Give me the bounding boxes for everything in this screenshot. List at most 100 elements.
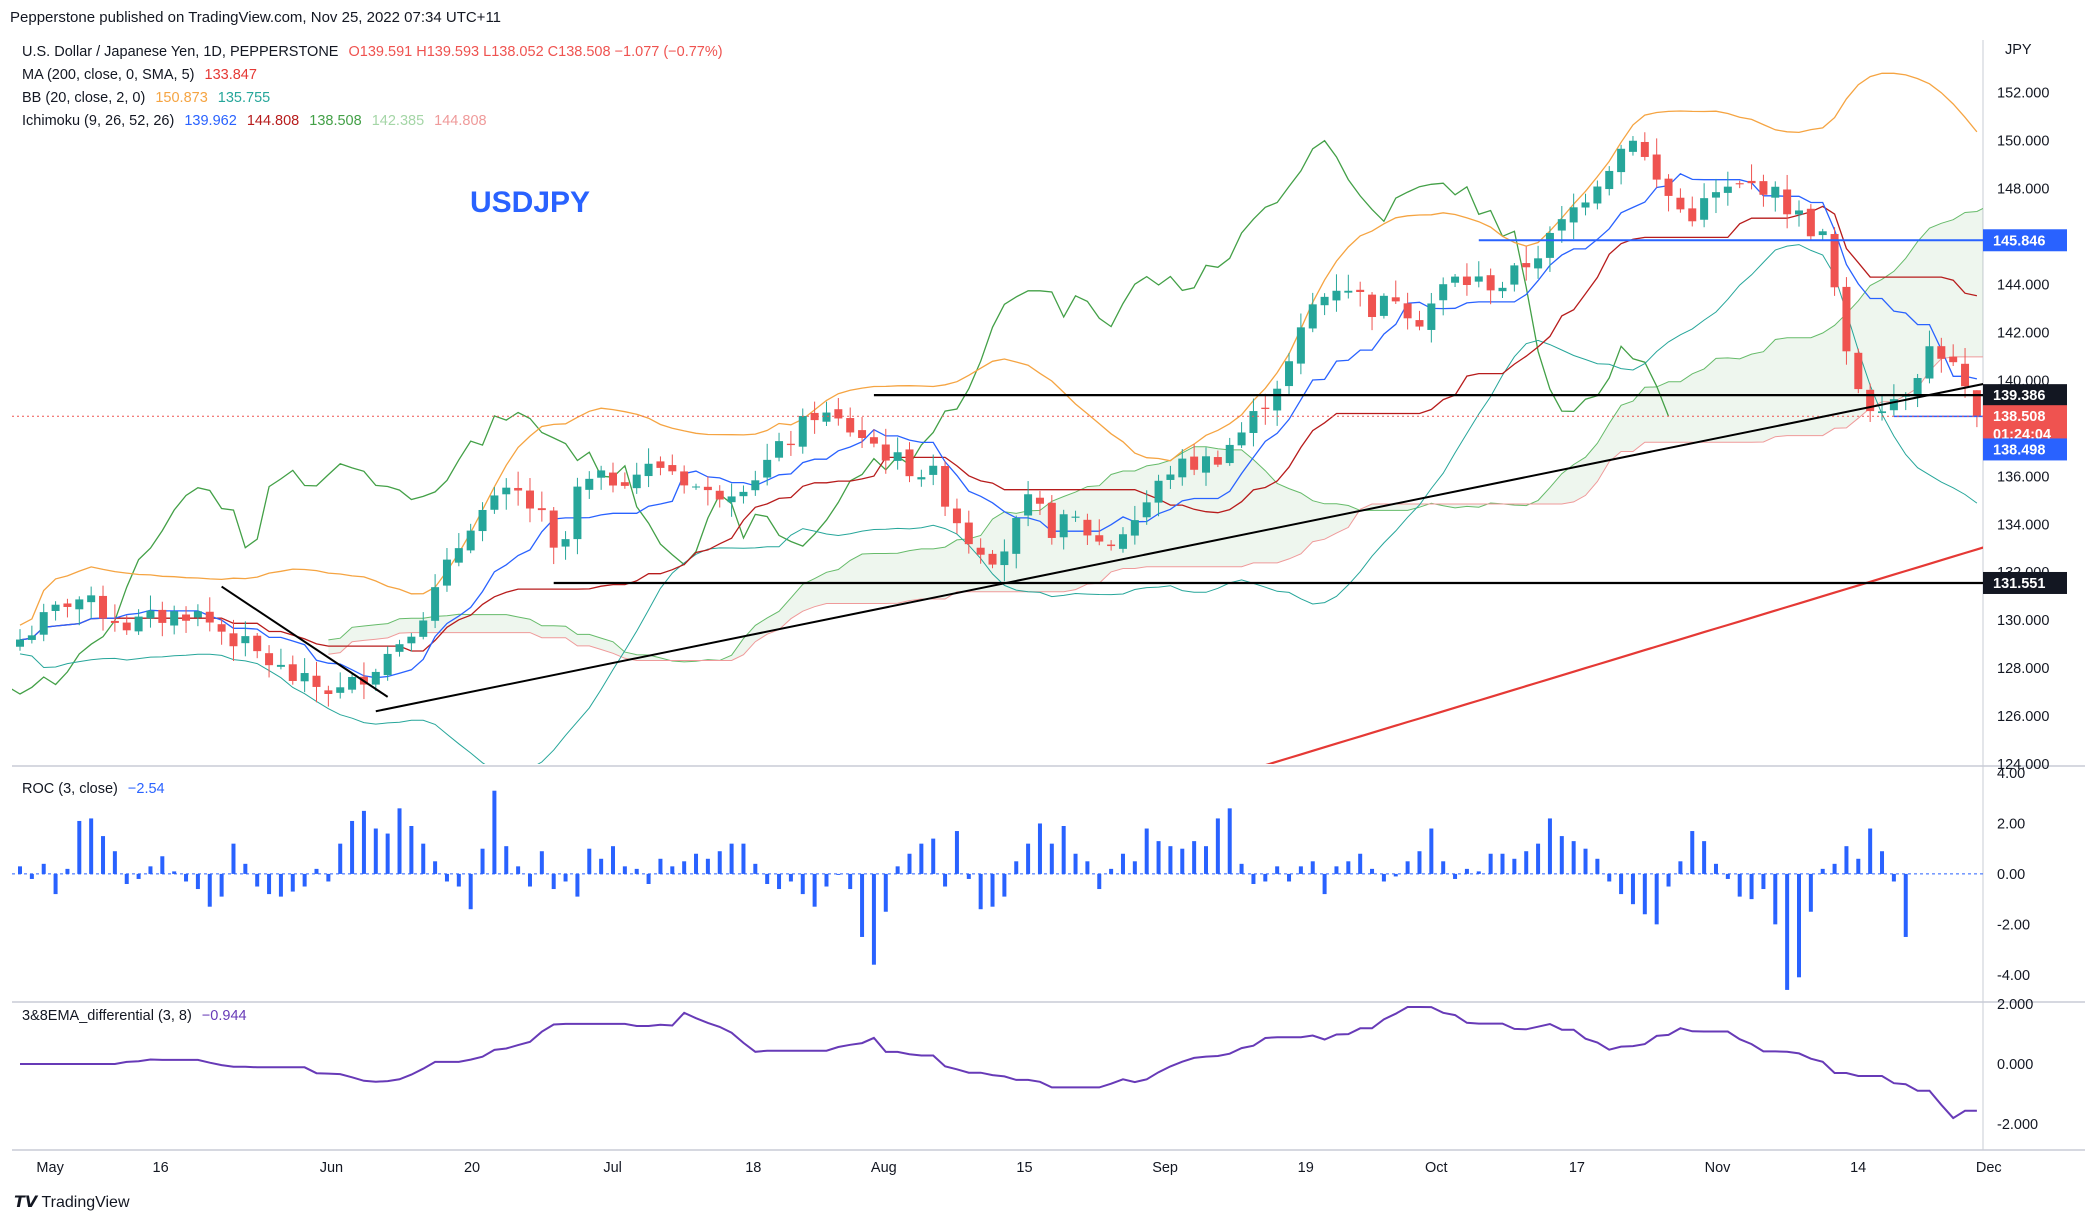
- roc-bar: [1571, 841, 1576, 874]
- roc-bar: [1393, 873, 1398, 877]
- candle-body: [1225, 444, 1234, 464]
- price-label-text: 138.498: [1993, 442, 2045, 458]
- candle-body: [1913, 378, 1922, 397]
- x-tick-label: Dec: [1976, 1160, 2002, 1176]
- roc-bar: [1346, 861, 1351, 874]
- roc-bar: [694, 853, 699, 874]
- roc-bar: [883, 873, 888, 912]
- candle-body: [798, 415, 807, 447]
- candle-body: [395, 644, 404, 652]
- roc-bar: [1180, 848, 1185, 874]
- candle-body: [371, 671, 380, 685]
- candle-body: [146, 610, 155, 619]
- candle-body: [573, 486, 582, 540]
- legend-roc[interactable]: ROC (3, close) −2.54: [22, 781, 171, 797]
- tradingview-logo[interactable]: 𝙏𝙑 TradingView: [14, 1192, 130, 1212]
- roc-bar: [302, 873, 307, 887]
- roc-bar: [1144, 828, 1149, 874]
- candle-body: [680, 471, 689, 486]
- candle-body: [1605, 170, 1614, 190]
- candle-body: [609, 472, 617, 486]
- ichimoku-tenkan: [19, 173, 1978, 679]
- roc-bar: [290, 873, 295, 892]
- candle-body: [466, 530, 475, 551]
- candle-body: [1806, 208, 1815, 237]
- roc-bar: [492, 790, 497, 874]
- roc-bar: [1026, 843, 1031, 874]
- roc-bar: [326, 873, 331, 882]
- candle-body: [1178, 458, 1187, 478]
- roc-bar: [1370, 868, 1375, 874]
- roc-tick-label: -2.00: [1997, 917, 2030, 933]
- roc-bar: [1251, 873, 1256, 884]
- candle-body: [1024, 494, 1033, 516]
- legend-roc-value: −2.54: [127, 781, 165, 797]
- roc-bar: [184, 873, 189, 882]
- roc-bar: [29, 873, 34, 879]
- roc-bar: [1215, 818, 1220, 874]
- roc-tick-label: 2.00: [1997, 816, 2025, 832]
- candle-body: [1047, 502, 1056, 538]
- roc-bar: [871, 873, 876, 965]
- candle-body: [656, 461, 665, 468]
- legend-ichi-v4: 142.385: [371, 113, 425, 129]
- candle-body: [727, 496, 736, 503]
- candle-body: [620, 482, 629, 486]
- candle-body: [1273, 388, 1282, 411]
- legend-ema[interactable]: 3&8EMA_differential (3, 8) −0.944: [22, 1008, 253, 1024]
- roc-bar: [1761, 873, 1766, 890]
- legend-ichimoku[interactable]: Ichimoku (9, 26, 52, 26) 139.962 144.808…: [22, 113, 493, 129]
- roc-bar: [1797, 873, 1801, 978]
- legend-symbol[interactable]: U.S. Dollar / Japanese Yen, 1D, PEPPERST…: [22, 44, 729, 60]
- candle-body: [1557, 219, 1566, 231]
- candle-body: [75, 599, 84, 610]
- roc-bar: [101, 836, 106, 874]
- candle-body: [1403, 303, 1412, 319]
- candle-body: [170, 611, 179, 626]
- candle-body: [1118, 534, 1127, 549]
- roc-bar: [978, 873, 983, 910]
- roc-bar: [729, 843, 734, 874]
- candle-body: [644, 463, 653, 477]
- candle-body: [217, 624, 226, 632]
- roc-bar: [1595, 858, 1600, 874]
- roc-bar: [824, 873, 829, 887]
- roc-bar: [124, 873, 129, 884]
- x-tick-label: 15: [1016, 1160, 1032, 1176]
- price-tick-label: 134.000: [1997, 517, 2049, 533]
- price-tick-label: 148.000: [1997, 182, 2049, 198]
- candle-body: [1972, 390, 1981, 417]
- candle-body: [253, 635, 262, 652]
- roc-bar: [1488, 853, 1493, 874]
- roc-bar: [1168, 846, 1173, 874]
- roc-bar: [1441, 861, 1446, 874]
- roc-bar: [1737, 873, 1742, 897]
- candle-body: [822, 412, 831, 422]
- ichimoku-span-b: [328, 356, 1983, 661]
- roc-bar: [777, 873, 782, 890]
- roc-bar: [587, 848, 592, 874]
- candle-body: [99, 595, 108, 619]
- roc-bar: [456, 873, 461, 887]
- roc-bar: [788, 873, 793, 882]
- roc-bar: [1678, 861, 1683, 874]
- legend-ma[interactable]: MA (200, close, 0, SMA, 5) 133.847: [22, 67, 263, 83]
- candle-body: [1237, 432, 1246, 446]
- candle-body: [1783, 189, 1792, 215]
- candle-body: [893, 452, 902, 461]
- roc-bar: [670, 866, 675, 874]
- x-tick-label: Nov: [1705, 1160, 1732, 1176]
- candle-body: [1415, 320, 1424, 327]
- legend-bb[interactable]: BB (20, close, 2, 0) 150.873 135.755: [22, 90, 276, 106]
- roc-bar: [516, 866, 521, 874]
- moving-average-200: [1265, 546, 1983, 764]
- candle-body: [1439, 284, 1448, 301]
- roc-bar: [1405, 861, 1410, 874]
- candle-body: [1878, 411, 1887, 414]
- roc-bar: [966, 873, 971, 879]
- candle-body: [134, 616, 143, 632]
- candle-body: [941, 466, 950, 507]
- candle-body: [703, 486, 712, 491]
- candle-body: [1937, 346, 1946, 359]
- candle-body: [1498, 287, 1507, 292]
